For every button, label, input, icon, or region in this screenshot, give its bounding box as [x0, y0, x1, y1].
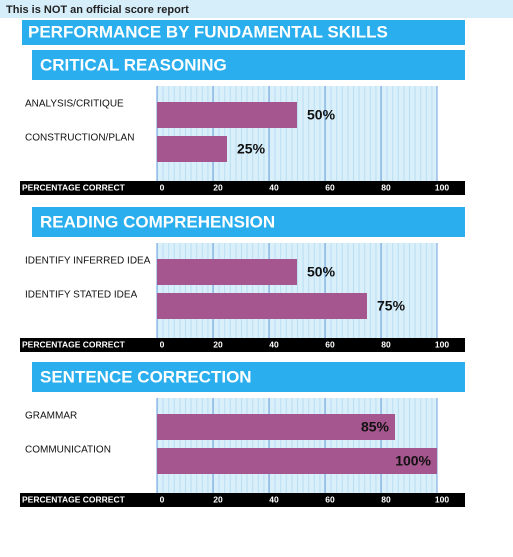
category-label: ANALYSIS/CRITIQUE	[25, 99, 124, 110]
notice-banner	[0, 0, 513, 18]
x-tick-label: 0	[160, 494, 165, 504]
bar	[157, 259, 297, 285]
x-axis-label: PERCENTAGE CORRECT	[22, 182, 126, 192]
x-tick-label: 100	[435, 339, 449, 349]
axis-bar	[20, 181, 465, 195]
x-axis-label: PERCENTAGE CORRECT	[22, 494, 126, 504]
x-tick-label: 0	[160, 182, 165, 192]
section-title: READING COMPREHENSION	[40, 212, 275, 231]
value-label: 50%	[307, 107, 336, 123]
x-tick-label: 20	[213, 182, 223, 192]
axis-bar	[20, 338, 465, 352]
category-label: IDENTIFY INFERRED IDEA	[25, 256, 151, 267]
x-tick-label: 80	[381, 339, 391, 349]
x-tick-label: 40	[269, 494, 279, 504]
category-label: CONSTRUCTION/PLAN	[25, 133, 134, 144]
section-header	[32, 207, 465, 237]
x-tick-label: 100	[435, 182, 449, 192]
axis-bar	[20, 493, 465, 507]
bar	[157, 136, 227, 162]
value-label: 100%	[395, 453, 431, 469]
x-tick-label: 20	[213, 494, 223, 504]
bar	[157, 293, 367, 319]
x-tick-label: 60	[325, 494, 335, 504]
section-title: SENTENCE CORRECTION	[40, 367, 252, 386]
section-header	[32, 50, 465, 80]
x-tick-label: 80	[381, 494, 391, 504]
title-bar	[22, 20, 465, 45]
title: PERFORMANCE BY FUNDAMENTAL SKILLS	[28, 22, 388, 41]
value-label: 25%	[237, 141, 266, 157]
section-header	[32, 362, 465, 392]
notice: This is NOT an official score report	[6, 4, 189, 16]
x-tick-label: 60	[325, 339, 335, 349]
value-label: 75%	[377, 298, 406, 314]
x-axis-label: PERCENTAGE CORRECT	[22, 339, 126, 349]
bar	[157, 102, 297, 128]
plot-background	[157, 243, 437, 338]
category-label: IDENTIFY STATED IDEA	[25, 290, 138, 301]
x-tick-label: 80	[381, 182, 391, 192]
x-tick-label: 40	[269, 339, 279, 349]
bar	[157, 448, 437, 474]
plot-background	[157, 398, 437, 493]
x-tick-label: 100	[435, 494, 449, 504]
x-tick-label: 40	[269, 182, 279, 192]
category-label: GRAMMAR	[25, 411, 77, 422]
category-label: COMMUNICATION	[25, 445, 111, 456]
value-label: 50%	[307, 264, 336, 280]
section-title: CRITICAL REASONING	[40, 55, 227, 74]
x-tick-label: 20	[213, 339, 223, 349]
x-tick-label: 0	[160, 339, 165, 349]
value-label: 85%	[361, 419, 390, 435]
bar	[157, 414, 395, 440]
x-tick-label: 60	[325, 182, 335, 192]
plot-background	[157, 86, 437, 181]
